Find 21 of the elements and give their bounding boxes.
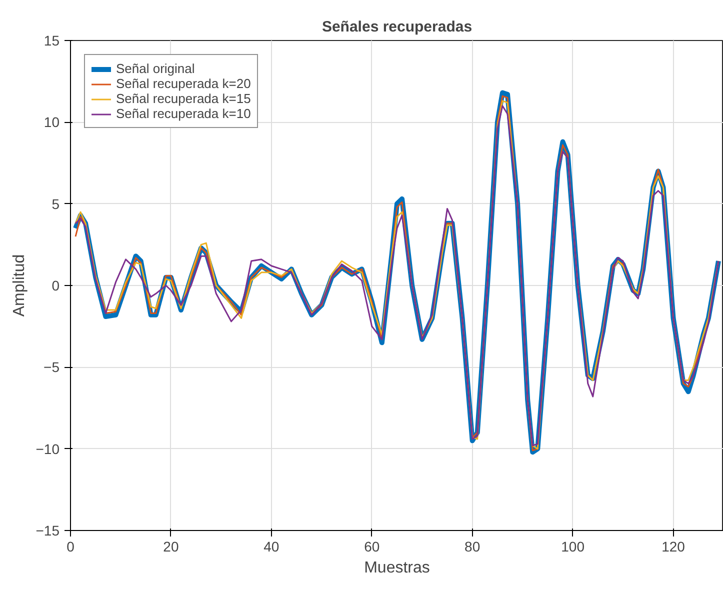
y-tick-label: 10 — [44, 114, 60, 130]
x-tick-label: 100 — [561, 538, 585, 554]
x-axis-title: Muestras — [364, 560, 430, 576]
legend-label: Señal original — [116, 61, 195, 76]
x-tick-label: 60 — [364, 538, 380, 554]
x-tick-label: 20 — [163, 538, 179, 554]
y-tick-label: −5 — [44, 359, 60, 376]
y-tick-label: 5 — [52, 196, 60, 212]
legend-label: Señal recuperada k=20 — [116, 76, 251, 91]
y-tick-label: 0 — [52, 278, 60, 294]
legend-label: Señal recuperada k=15 — [116, 91, 251, 106]
x-tick-label: 0 — [66, 538, 75, 554]
chart-title: Señales recuperadas — [322, 18, 472, 36]
legend-label: Señal recuperada k=10 — [116, 106, 251, 121]
x-tick-label: 80 — [464, 538, 480, 554]
x-tick-label: 40 — [264, 538, 280, 554]
x-tick-label: 120 — [662, 538, 686, 554]
y-tick-label: −15 — [36, 522, 60, 538]
y-tick-label: −10 — [36, 440, 60, 457]
y-axis-title: Amplitud — [10, 254, 28, 317]
y-tick-label: 15 — [44, 32, 60, 48]
